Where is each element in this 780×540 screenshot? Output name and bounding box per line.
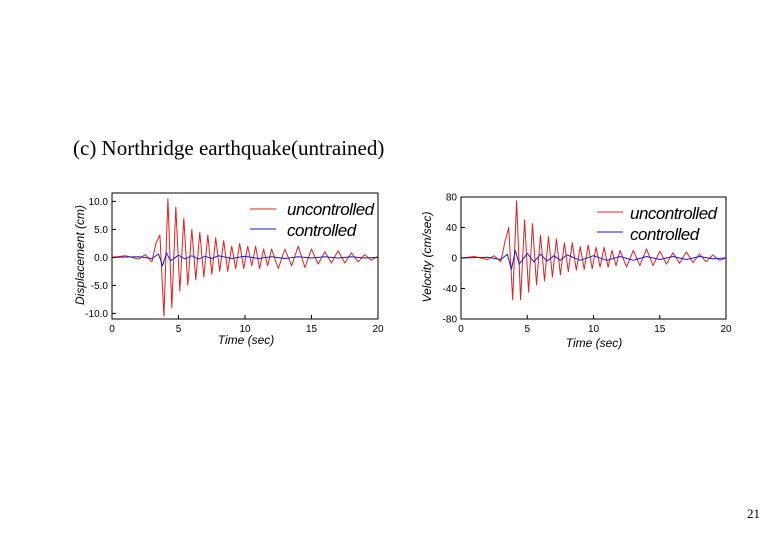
displacement-y-tick-label: 10.0 — [89, 197, 109, 208]
velocity-y-tick-label: -80 — [443, 315, 458, 326]
velocity-x-tick-label: 20 — [720, 324, 732, 335]
velocity-tick-group: 0 5 10 15 20 80 40 0 -40 -80 — [443, 193, 732, 336]
velocity-y-axis-label: Velocity (cm/sec) — [420, 212, 434, 303]
velocity-y-tick-label: 80 — [446, 193, 458, 204]
velocity-y-tick-label: 40 — [446, 223, 458, 234]
displacement-y-tick-label: 5.0 — [94, 225, 108, 236]
displacement-x-tick-label: 15 — [306, 324, 318, 335]
displacement-y-tick-label: -10.0 — [85, 309, 108, 320]
velocity-series-group — [460, 200, 727, 301]
velocity-legend-uncontrolled: uncontrolled — [630, 204, 718, 223]
velocity-y-tick-label: -40 — [443, 284, 458, 295]
displacement-x-tick-label: 10 — [239, 324, 251, 335]
displacement-series-group — [111, 198, 379, 317]
velocity-x-tick-label: 10 — [588, 324, 600, 335]
displacement-y-axis-label: Displacement (cm) — [73, 205, 87, 305]
page-number: 21 — [747, 506, 760, 521]
displacement-legend-controlled: controlled — [287, 221, 357, 240]
displacement-y-tick-label: -5.0 — [91, 281, 109, 292]
velocity-series-controlled — [460, 249, 727, 270]
displacement-x-axis-label: Time (sec) — [218, 333, 275, 347]
displacement-series-uncontrolled — [111, 198, 379, 317]
velocity-y-tick-label: 0 — [451, 254, 457, 265]
displacement-x-tick-label: 0 — [109, 324, 115, 335]
displacement-x-tick-label: 5 — [176, 324, 182, 335]
velocity-legend-controlled: controlled — [630, 225, 700, 244]
velocity-x-tick-label: 0 — [458, 324, 464, 335]
velocity-x-tick-label: 5 — [524, 324, 530, 335]
displacement-tick-group: 0 5 10 15 20 10.0 5.0 0.0 -5.0 -10.0 — [85, 197, 384, 335]
velocity-x-tick-label: 15 — [654, 324, 666, 335]
displacement-legend-uncontrolled: uncontrolled — [287, 200, 375, 219]
displacement-x-tick-label: 20 — [372, 324, 384, 335]
slide-caption: (c) Northridge earthquake(untrained) — [73, 136, 385, 160]
velocity-x-axis-label: Time (sec) — [566, 336, 623, 350]
displacement-series-controlled — [111, 252, 379, 267]
displacement-y-tick-label: 0.0 — [94, 253, 108, 264]
